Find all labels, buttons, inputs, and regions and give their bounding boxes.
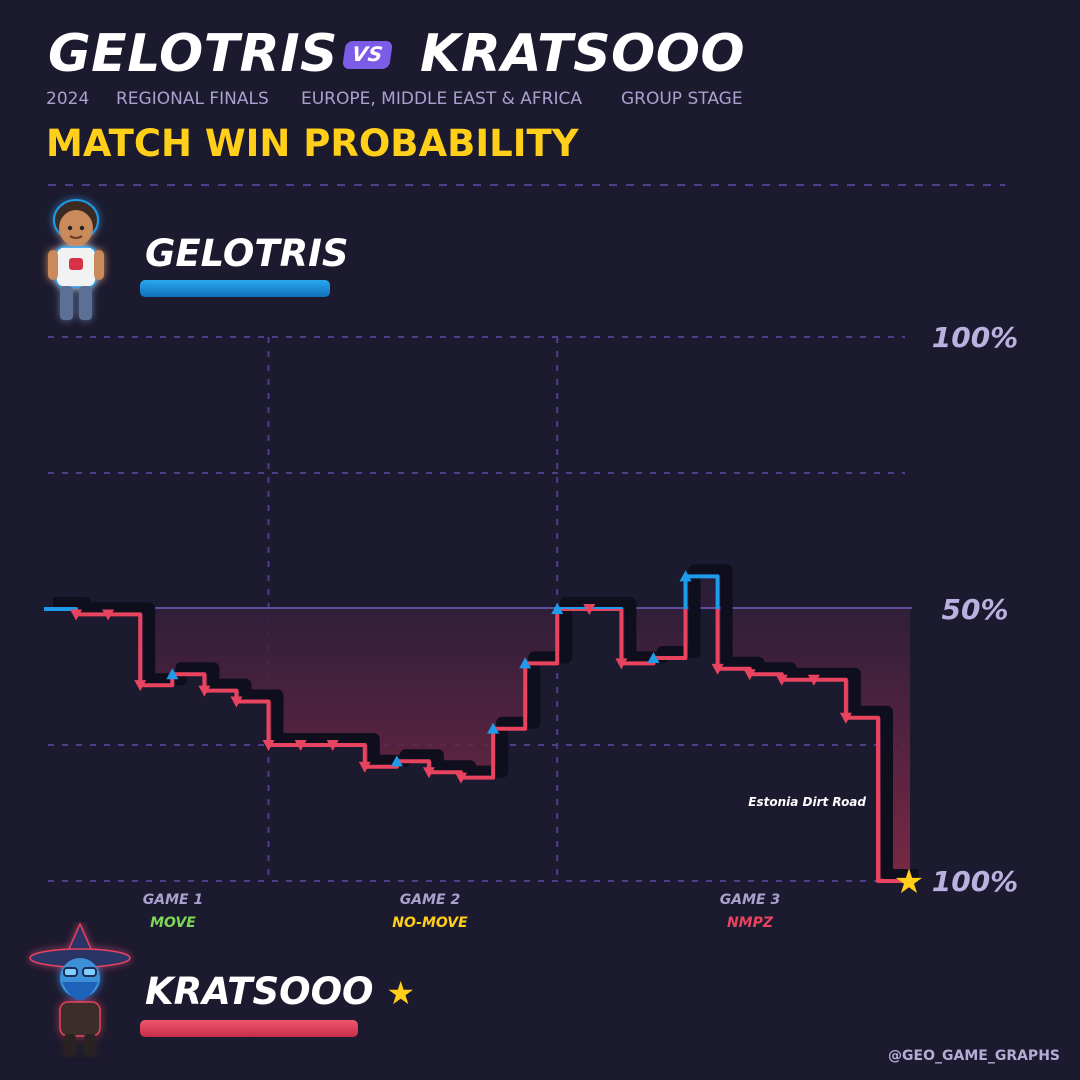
subtitle-year: 2024 <box>46 89 90 109</box>
kratsooo-round-marker-21 <box>711 663 724 675</box>
kratsooo-wizard-avatar <box>22 922 142 1062</box>
y-top-label: 100% <box>932 321 1019 354</box>
kratsooo-round-marker-2 <box>102 609 115 621</box>
kratsooo-round-marker-3 <box>134 680 147 692</box>
kratsooo-round-marker-8 <box>294 740 307 751</box>
gelotris-round-marker-15 <box>519 657 532 669</box>
kratsooo-round-marker-9 <box>326 740 339 751</box>
star-icon: ★ <box>386 974 416 1012</box>
kratsooo-round-marker-24 <box>807 674 820 686</box>
line-shadow <box>53 564 919 881</box>
top-player-bar <box>140 280 330 297</box>
kratsooo-round-marker-6 <box>230 696 243 708</box>
player2-title: KRATSOOO <box>420 24 746 84</box>
kratsooo-round-marker-23 <box>775 674 788 686</box>
y-mid-label: 50% <box>941 593 1008 626</box>
bottom-player-name: KRATSOOO ★ <box>145 970 415 1013</box>
gelotris-round-marker-20 <box>679 570 692 582</box>
kratsooo-round-marker-17 <box>583 604 596 615</box>
kratsooo-round-marker-12 <box>422 767 435 779</box>
game-2-mode: NO-MOVE <box>392 915 468 931</box>
gelotris-round-marker-14 <box>487 722 500 734</box>
kratsooo-round-marker-18 <box>615 658 628 670</box>
line-shadow-path <box>53 564 919 881</box>
kratsooo-round-marker-7 <box>262 740 275 751</box>
kratsooo-round-marker-25 <box>839 712 852 724</box>
kratsooo-round-marker-5 <box>198 685 211 697</box>
y-bottom-label: 100% <box>932 865 1019 898</box>
kratsooo-round-marker-1 <box>70 609 83 621</box>
gelotris-round-marker-11 <box>390 755 403 767</box>
credit-handle: @GEO_GAME_GRAPHS <box>888 1048 1060 1064</box>
probability-fill <box>44 576 910 881</box>
match-title: GELOTRIS VS KRATSOOO <box>48 24 745 84</box>
game-1-mode: MOVE <box>150 915 196 931</box>
winner-star-icon: ★ <box>894 862 924 902</box>
round-markers <box>70 570 852 784</box>
annotation-estonia: Estonia Dirt Road <box>748 795 866 809</box>
kratsooo-round-marker-13 <box>455 772 467 784</box>
game-2-label: GAME 2 <box>400 892 460 908</box>
player1-title: GELOTRIS <box>48 24 338 84</box>
gelotris-avatar <box>28 190 138 330</box>
subtitle-region: EUROPE, MIDDLE EAST & AFRICA <box>301 89 582 109</box>
bottom-player-bar <box>140 1020 358 1037</box>
gelotris-round-marker-4 <box>166 668 179 680</box>
kratsooo-round-marker-22 <box>743 669 756 681</box>
top-player-name: GELOTRIS <box>145 232 349 275</box>
gelotris-round-marker-16 <box>551 603 564 614</box>
game-3-mode: NMPZ <box>727 915 774 931</box>
game-1-label: GAME 1 <box>143 892 203 908</box>
bottom-player-label: KRATSOOO <box>145 970 374 1013</box>
subtitle-stage: GROUP STAGE <box>621 89 743 109</box>
subtitle-event: REGIONAL FINALS <box>116 89 269 109</box>
probability-area <box>44 576 910 881</box>
gelotris-round-marker-19 <box>647 651 660 663</box>
kratsooo-round-marker-10 <box>358 761 371 773</box>
game-3-label: GAME 3 <box>720 892 780 908</box>
chart-headline: MATCH WIN PROBABILITY <box>46 122 579 165</box>
